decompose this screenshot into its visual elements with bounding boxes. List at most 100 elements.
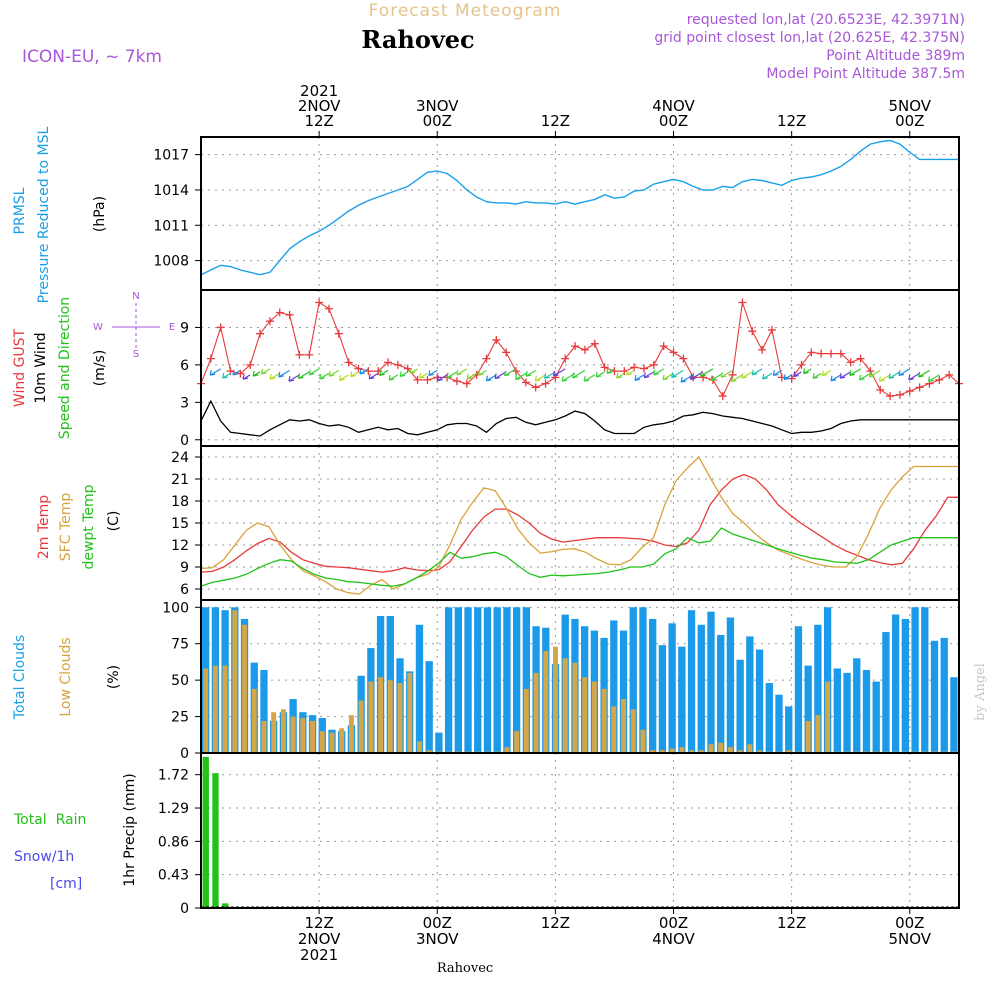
low-clouds-bar [582,677,588,753]
low-clouds-bar [310,720,316,753]
pressure-y-tick-label: 1017 [153,148,189,164]
wind-arrow-shaft [878,374,891,382]
low-clouds-bar [397,683,403,753]
wind-gust-marker [384,358,393,367]
wind-direction-arrow [812,372,822,379]
clouds-y-tick-label: 50 [171,673,189,689]
wind-arrow-head [762,373,768,380]
total-clouds-bar [833,668,841,753]
wind-direction-arrow [751,368,763,376]
low-clouds-bar [407,672,413,753]
wind-direction-arrow [927,374,940,382]
wind-direction-arrow [260,368,271,375]
wind-gust-marker [502,348,511,357]
wind-gust-marker [324,304,333,313]
wind-gust-marker [915,383,924,392]
temperature-y-tick-label: 6 [180,582,189,598]
wind-gust-marker [905,387,914,396]
wind-direction-arrow [878,374,891,382]
temperature-t2m-line [200,473,959,573]
pressure-label-reduced: Pressure Reduced to MSL [36,126,52,303]
wind-direction-arrow [209,368,221,376]
wind-gust-marker [836,349,845,358]
wind-gust-marker [600,363,609,372]
wind-gust-marker [817,349,826,358]
wind-direction-arrow [379,369,389,376]
wind-gust-marker [876,385,885,394]
wind-arrow-head [859,374,865,381]
snow-label: Snow/1h [14,849,74,865]
total-clouds-bar [678,646,686,753]
top-time-label: 12Z [541,112,570,130]
wind-gust-marker [571,342,580,351]
total-clouds-bar [697,624,705,753]
wind-10m-label: 10m Wind [33,332,49,403]
wind-gust-marker [856,354,865,363]
wind-arrow-head [339,375,345,381]
wind-arrow-head [419,372,425,379]
low-clouds-bar [562,658,568,753]
total-clouds-bar [444,607,453,753]
wind-direction-arrow [888,371,901,379]
wind-arrow-head [868,371,875,378]
wind-arrow-head [379,370,385,376]
wind-direction-arrow [849,368,861,376]
wind-gust-marker [767,325,776,334]
wind-gust-marker [630,363,639,372]
wind-direction-arrow [446,371,458,379]
total-clouds-bar [804,665,812,753]
wind-direction-arrow [671,369,684,378]
wind-direction-arrow [436,374,448,382]
temperature-y-tick-label: 24 [171,450,189,466]
total-clouds-bar [823,607,832,753]
wind-arrow-head [350,371,356,378]
wind-arrow-head [751,369,758,376]
total-clouds-bar [425,661,433,753]
precipitation-y-tick-label: 0 [180,901,189,917]
wind-arrow-shaft [535,374,546,382]
total-clouds-bar [872,681,880,753]
axes-layer: 1008101110141017036969121518212402550751… [153,82,931,964]
clouds-y-tick-label: 25 [171,710,189,726]
wind-arrow-head [525,371,532,377]
wind-arrow-head [710,375,717,381]
model-name: ICON-EU, ~ 7km [22,47,162,67]
precipitation-y-tick-label: 0.43 [158,868,189,884]
wind-arrow-shaft [849,368,861,376]
wind-direction-arrow [350,371,359,378]
wind-gust-marker [216,323,225,332]
grid-layer [201,137,959,909]
total-clouds-bar [687,610,696,753]
credit-watermark: by Angel [973,663,988,721]
low-clouds-bar [805,720,811,753]
wind-arrow-shaft [494,371,507,380]
wind-direction-arrow [918,369,930,378]
low-clouds-bar [679,747,685,753]
temp-2m-label: 2m Temp [36,495,52,559]
wind-arrow-head [242,374,249,380]
wind-gust-marker [423,375,432,384]
wind-arrow-shaft [643,371,655,379]
low-clouds-bar [698,750,704,753]
wind-arrow-shaft [467,372,477,380]
top-time-label: 12Z [304,112,333,130]
wind-direction-arrow [297,371,310,379]
wind-arrow-shaft [710,372,724,381]
low-clouds-bar [601,688,607,753]
wind-direction-arrow [908,372,920,381]
total-clouds-bar [940,637,948,753]
temperature-dewpt-line [200,527,959,587]
temperature-y-tick-label: 12 [171,538,189,554]
wind-direction-arrow [859,372,871,381]
wind-arrow-shaft [278,369,290,378]
wind-arrow-shaft [928,374,940,382]
wind-speed-dir-label: Speed and Direction [57,297,73,439]
total-clouds-bar [843,672,851,753]
wind-arrow-shaft [830,374,842,382]
total-clouds-bar [930,640,939,753]
temperature-y-tick-label: 21 [171,472,189,488]
wind-arrow-shaft [869,369,881,378]
wind-arrow-shaft [653,368,664,376]
total-clouds-bar [726,617,735,753]
